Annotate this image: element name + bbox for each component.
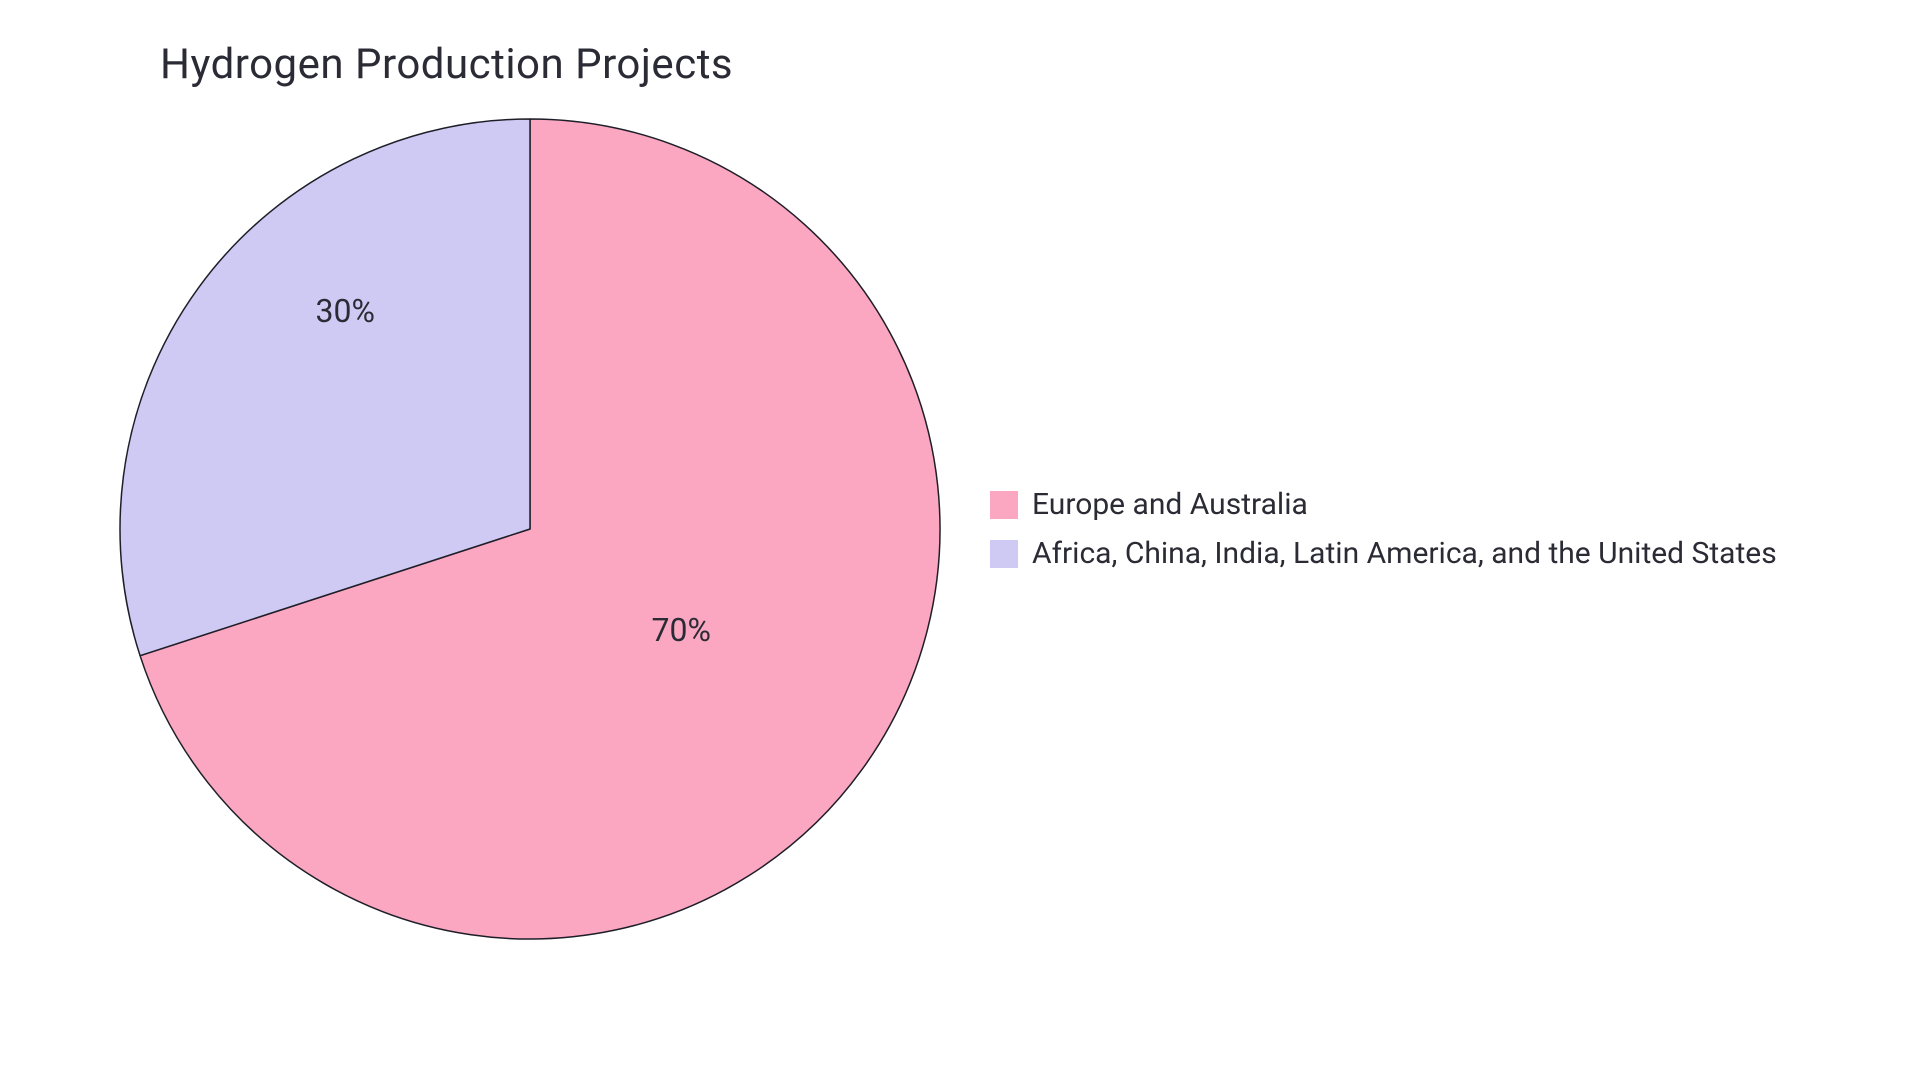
pie-svg [110,109,950,949]
chart-title: Hydrogen Production Projects [110,40,1810,89]
legend: Europe and Australia Africa, China, India… [990,487,1777,571]
legend-swatch [990,491,1018,519]
legend-label: Africa, China, India, Latin America, and… [1032,536,1777,571]
legend-label: Europe and Australia [1032,487,1308,522]
legend-item: Europe and Australia [990,487,1777,522]
legend-item: Africa, China, India, Latin America, and… [990,536,1777,571]
slice-percent-label: 70% [651,611,710,649]
pie-wrap: 70% 30% [110,109,950,949]
slice-percent-label: 30% [315,292,374,330]
pie-chart-container: Hydrogen Production Projects 70% 30% Euro… [110,40,1810,949]
chart-body: 70% 30% Europe and Australia Africa, China… [110,109,1810,949]
legend-swatch [990,540,1018,568]
